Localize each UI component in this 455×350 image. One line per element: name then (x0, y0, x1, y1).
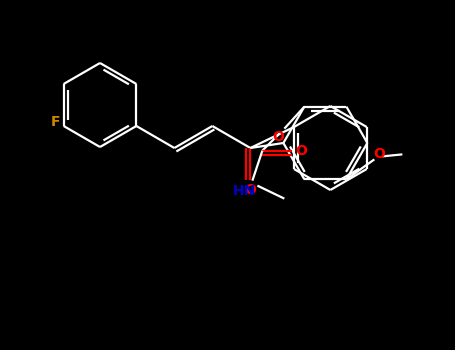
Text: O: O (374, 147, 385, 161)
Text: O: O (244, 183, 256, 197)
Text: O: O (273, 130, 284, 144)
Text: O: O (295, 144, 307, 158)
Text: F: F (51, 115, 61, 129)
Text: HN: HN (233, 184, 256, 198)
